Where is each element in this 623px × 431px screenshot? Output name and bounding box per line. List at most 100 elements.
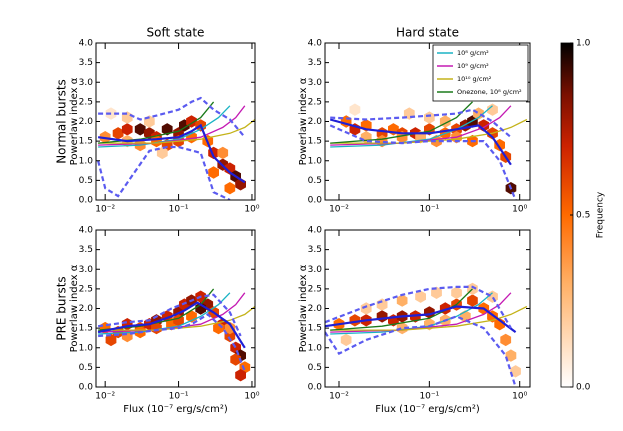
y-tick-label: 2.0 [79, 304, 94, 314]
x-tick-label: 10⁻² [95, 392, 115, 402]
y-tick-label: 1.0 [79, 156, 94, 166]
hex-cell [500, 333, 512, 347]
line [330, 118, 528, 144]
row-label: Normal bursts [55, 79, 69, 164]
y-tick-label: 1.5 [308, 324, 322, 334]
line [330, 288, 473, 331]
plot-area [97, 288, 255, 382]
hex-cell [134, 123, 146, 136]
y-tick-label: 3.5 [79, 245, 93, 255]
line [98, 118, 255, 144]
hex-cell [487, 103, 498, 116]
y-tick-label: 4.0 [308, 39, 323, 49]
y-tick-label: 1.0 [79, 343, 94, 353]
hex-cell [112, 127, 124, 140]
y-tick-label: 1.5 [79, 324, 93, 334]
hex-cell [376, 310, 388, 323]
y-tick-label: 0.5 [79, 363, 93, 373]
line [330, 292, 493, 335]
x-tick-label: 10⁰ [244, 392, 259, 402]
hex-cell [396, 294, 408, 307]
dashed-line [325, 285, 512, 329]
hex-cell [424, 111, 435, 124]
y-tick-label: 3.0 [308, 78, 323, 88]
hex-cell [217, 146, 229, 160]
plot-area [329, 101, 528, 200]
y-tick-label: 0.0 [308, 383, 323, 393]
colorbar-tick-label: 1.0 [576, 39, 591, 49]
x-tick-label: 10⁻² [95, 205, 115, 215]
line [329, 118, 512, 166]
x-tick-label: 10⁻¹ [169, 392, 189, 402]
y-tick-label: 0.5 [308, 363, 322, 373]
y-tick-label: 4.0 [79, 226, 94, 236]
row-label: PRE bursts [55, 276, 69, 340]
y-tick-label: 3.5 [308, 58, 322, 68]
dashed-line [97, 145, 231, 200]
y-tick-label: 2.0 [308, 304, 323, 314]
hex-cell [105, 333, 117, 347]
hex-cell [396, 321, 408, 335]
line [98, 105, 231, 148]
y-tick-label: 3.0 [79, 78, 94, 88]
y-tick-label: 3.5 [308, 245, 322, 255]
x-tick-label: 10⁰ [244, 205, 259, 215]
colorbar-tick-label: 0.0 [576, 383, 591, 393]
legend-label: 10⁸ g/cm² [457, 49, 489, 57]
y-tick-label: 0.0 [308, 196, 323, 206]
hex-cell [208, 166, 219, 179]
legend-label: 10⁹ g/cm² [457, 62, 489, 70]
y-axis-label: Powerlaw index α [69, 77, 80, 165]
y-tick-label: 0.0 [79, 383, 94, 393]
line [97, 301, 246, 349]
hex-cell [340, 333, 352, 347]
y-tick-label: 2.5 [79, 97, 93, 107]
line [97, 123, 246, 184]
colorbar-label: Frequency [596, 191, 606, 238]
y-tick-label: 4.0 [308, 226, 323, 236]
line [325, 305, 517, 333]
hex-cell [121, 123, 133, 136]
hex-cell [230, 353, 241, 366]
hex-cell [415, 290, 426, 303]
y-axis-label: Powerlaw index α [298, 77, 309, 165]
y-tick-label: 1.5 [79, 137, 93, 147]
y-tick-label: 2.5 [308, 284, 322, 294]
hex-cell [213, 321, 224, 335]
y-tick-label: 1.5 [308, 137, 322, 147]
y-tick-label: 1.0 [308, 343, 323, 353]
y-axis-label: Powerlaw index α [69, 264, 80, 352]
y-tick-label: 0.5 [79, 176, 93, 186]
hex-cell [224, 162, 236, 175]
x-tick-label: 10⁻² [329, 392, 349, 402]
dashed-line [97, 293, 242, 337]
y-tick-label: 2.0 [79, 117, 94, 127]
x-tick-label: 10⁻¹ [169, 205, 189, 215]
hex-cell [224, 182, 236, 195]
plot-area [97, 96, 255, 200]
hex-cell [505, 349, 517, 362]
y-tick-label: 2.5 [79, 284, 93, 294]
column-title: Hard state [396, 26, 459, 40]
x-tick-label: 10⁻¹ [419, 205, 439, 215]
dashed-line [98, 96, 246, 138]
hex-cell [467, 294, 478, 307]
x-tick-label: 10⁻¹ [419, 392, 439, 402]
x-tick-label: 10⁻² [329, 205, 349, 215]
hex-cell [121, 318, 133, 331]
y-tick-label: 2.5 [308, 97, 322, 107]
x-axis-label: Flux (10⁻⁷ erg/s/cm²) [123, 404, 228, 415]
line [98, 305, 255, 331]
y-tick-label: 4.0 [79, 39, 94, 49]
hex-cell [224, 321, 236, 335]
x-tick-label: 10⁰ [512, 205, 527, 215]
y-tick-label: 3.5 [79, 58, 93, 68]
legend-label: 10¹⁰ g/cm² [457, 75, 492, 83]
hex-cell [451, 286, 462, 299]
y-tick-label: 3.0 [79, 265, 94, 275]
y-tick-label: 3.0 [308, 265, 323, 275]
hex-cell [510, 365, 521, 378]
x-tick-label: 10⁰ [512, 392, 527, 402]
x-axis-label: Flux (10⁻⁷ erg/s/cm²) [375, 404, 480, 415]
